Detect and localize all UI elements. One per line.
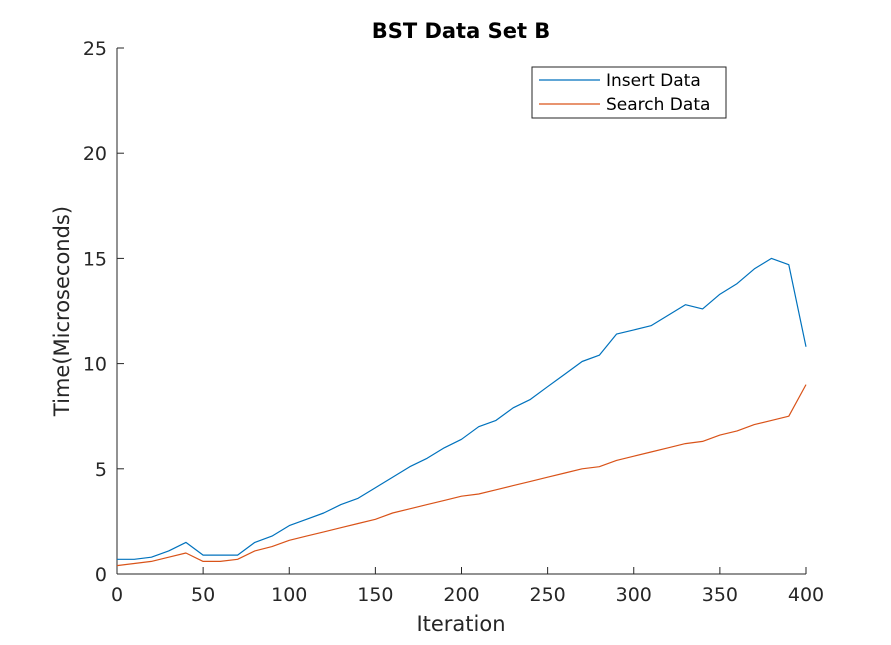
series-line-1: [117, 257, 807, 560]
y-tick-label: 5: [95, 459, 107, 481]
x-tick-label: 250: [529, 584, 565, 606]
y-tick-label: 10: [83, 354, 107, 376]
axes: 0 50 100 150 200 250 300 350 400 0 5 10 15 20 25: [83, 38, 824, 606]
y-tick-label: 15: [83, 248, 107, 270]
legend-label-2: Search Data: [606, 95, 710, 115]
x-tick-label: 200: [443, 584, 479, 606]
x-tick-label: 0: [111, 584, 123, 606]
series-layer: [116, 257, 807, 567]
x-tick-label: 400: [788, 584, 824, 606]
x-tick-label: 350: [702, 584, 738, 606]
y-tick-label: 0: [95, 564, 107, 586]
x-tick-label: 50: [191, 584, 215, 606]
legend: Insert Data Search Data: [531, 66, 727, 119]
y-tick-label: 25: [83, 38, 107, 60]
y-axis-title: Time(Microseconds): [50, 206, 74, 417]
x-tick-label: 150: [357, 584, 393, 606]
x-tick-label: 100: [271, 584, 307, 606]
x-tick-label: 300: [616, 584, 652, 606]
series-line-2: [116, 384, 807, 567]
chart-title: BST Data Set B: [372, 19, 551, 43]
legend-label-1: Insert Data: [606, 71, 701, 91]
legend-box: [531, 66, 727, 119]
x-axis-title: Iteration: [416, 612, 505, 636]
y-tick-label: 20: [83, 143, 107, 165]
